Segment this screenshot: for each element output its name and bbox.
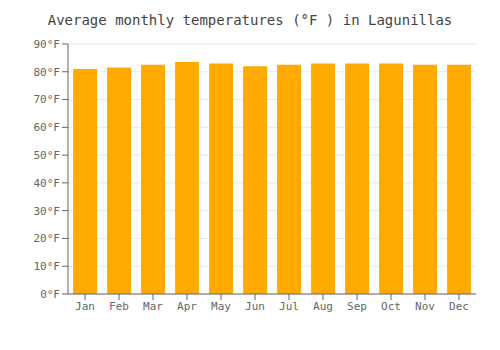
svg-text:70°F: 70°F bbox=[34, 93, 61, 106]
svg-text:Sep: Sep bbox=[347, 300, 367, 313]
svg-text:80°F: 80°F bbox=[34, 66, 61, 79]
svg-text:10°F: 10°F bbox=[34, 260, 61, 273]
svg-text:60°F: 60°F bbox=[34, 121, 61, 134]
svg-text:0°F: 0°F bbox=[40, 288, 60, 301]
svg-text:Dec: Dec bbox=[449, 300, 469, 313]
svg-text:Mar: Mar bbox=[143, 300, 163, 313]
svg-text:Jun: Jun bbox=[245, 300, 265, 313]
svg-text:20°F: 20°F bbox=[34, 232, 61, 245]
svg-text:May: May bbox=[211, 300, 231, 313]
svg-text:Apr: Apr bbox=[177, 300, 197, 313]
svg-text:Aug: Aug bbox=[313, 300, 333, 313]
svg-text:50°F: 50°F bbox=[34, 149, 61, 162]
svg-text:40°F: 40°F bbox=[34, 177, 61, 190]
svg-text:Jul: Jul bbox=[279, 300, 299, 313]
svg-text:90°F: 90°F bbox=[34, 38, 61, 51]
svg-text:Nov: Nov bbox=[415, 300, 435, 313]
svg-text:Jan: Jan bbox=[75, 300, 95, 313]
html-text:Average monthly temperatures (: Average monthly temperatures (°F ) in La… bbox=[47, 12, 453, 28]
svg-text:Oct: Oct bbox=[381, 300, 401, 313]
svg-text:30°F: 30°F bbox=[34, 205, 61, 218]
svg-text:Feb: Feb bbox=[109, 300, 129, 313]
